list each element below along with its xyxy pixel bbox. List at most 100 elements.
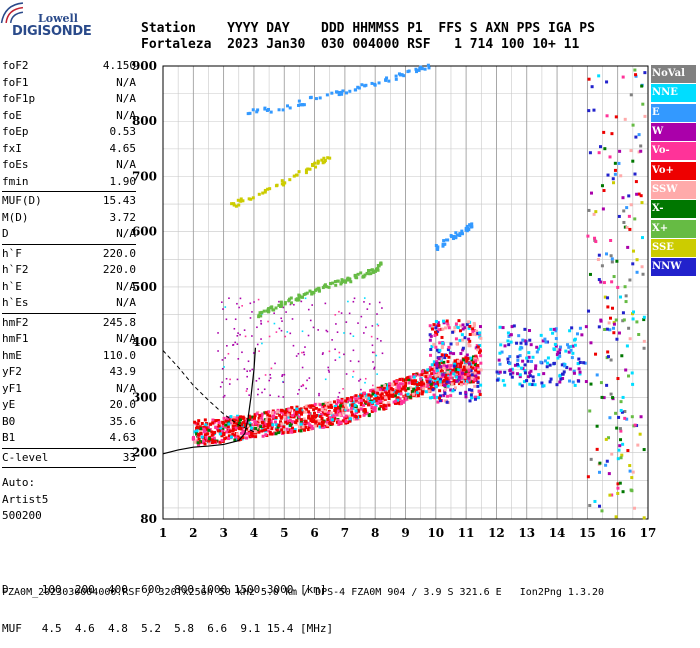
echo-point	[375, 395, 379, 399]
echo-point	[605, 80, 609, 84]
echo-point	[619, 456, 623, 460]
echo-point	[385, 387, 389, 391]
spread-point	[227, 352, 230, 355]
echo-point	[640, 201, 644, 205]
spread-point	[328, 371, 330, 373]
echo-point	[439, 327, 443, 331]
echo-point	[377, 401, 381, 405]
echo-point	[471, 330, 475, 334]
param-row: foF1 N/A	[2, 75, 136, 92]
echo-point	[329, 403, 333, 407]
echo-point	[516, 355, 520, 359]
echo-point	[245, 436, 249, 440]
echo-point	[334, 411, 338, 415]
echo-point	[391, 388, 395, 392]
trace-point	[454, 231, 458, 235]
echo-point	[370, 409, 374, 413]
echo-point	[272, 410, 276, 414]
echo-point	[598, 504, 602, 508]
spread-point	[268, 379, 271, 382]
echo-point	[363, 401, 367, 405]
echo-point	[335, 420, 339, 424]
auto-line: Artist5	[2, 492, 49, 506]
spread-point	[268, 335, 271, 338]
echo-point	[350, 403, 354, 407]
echo-point	[463, 375, 467, 379]
trace-point	[333, 280, 337, 284]
spread-point	[326, 330, 329, 333]
echo-point	[539, 333, 543, 337]
echo-point	[343, 403, 347, 407]
spread-point	[280, 317, 283, 320]
echo-point	[534, 367, 538, 371]
param-value: N/A	[116, 158, 136, 171]
echo-point	[527, 351, 531, 355]
param-row: hmF2 245.8	[2, 315, 136, 332]
echo-point	[565, 365, 569, 369]
echo-point	[391, 394, 395, 398]
echo-point	[227, 437, 231, 441]
echo-point	[354, 394, 358, 398]
echo-point	[332, 400, 336, 404]
echo-point	[471, 376, 475, 380]
x-tick-label: 14	[549, 526, 566, 540]
echo-point	[239, 437, 243, 441]
echo-point	[363, 412, 367, 416]
trace-point	[304, 171, 308, 175]
spread-point	[366, 308, 369, 310]
echo-point	[473, 371, 477, 375]
echo-point	[459, 352, 463, 356]
echo-point	[642, 448, 646, 452]
echo-point	[227, 422, 231, 426]
echo-point	[475, 395, 479, 399]
echo-point	[206, 432, 210, 436]
param-value: 0.53	[109, 125, 137, 138]
trace-point	[260, 310, 264, 314]
trace-point	[353, 88, 357, 92]
spread-point	[352, 370, 355, 373]
echo-point	[461, 381, 465, 385]
echo-point	[317, 408, 321, 412]
trace-point	[279, 301, 283, 305]
echo-point	[264, 428, 268, 432]
echo-point	[222, 421, 226, 425]
echo-point	[462, 358, 466, 362]
echo-point	[610, 257, 614, 261]
echo-point	[610, 493, 614, 497]
echo-point	[204, 438, 208, 442]
echo-point	[617, 415, 621, 419]
echo-point	[344, 408, 348, 412]
echo-point	[280, 408, 284, 412]
echo-point	[400, 399, 404, 403]
spread-point	[365, 326, 367, 329]
legend-item: X-	[651, 200, 696, 219]
echo-point	[415, 383, 419, 387]
echo-point	[528, 382, 532, 386]
echo-point	[380, 396, 384, 400]
spread-point	[343, 332, 345, 334]
trace-point	[365, 271, 369, 275]
echo-point	[205, 427, 209, 431]
echo-point	[453, 359, 457, 363]
echo-point	[635, 270, 639, 274]
legend-item: SSW	[651, 181, 696, 200]
echo-point	[626, 245, 630, 249]
spread-point	[383, 389, 386, 392]
echo-point	[594, 352, 598, 356]
echo-point	[473, 395, 477, 399]
echo-point	[396, 389, 400, 393]
echo-point	[309, 404, 313, 408]
distance-row: D 100 200 400 600 800 1000 1500 3000 [km…	[2, 583, 327, 596]
trace-point	[452, 234, 456, 238]
echo-point	[283, 411, 287, 415]
echo-point	[389, 394, 393, 398]
echo-point	[559, 377, 563, 381]
echo-point	[506, 331, 510, 335]
echo-point	[321, 402, 325, 406]
echo-point	[396, 385, 400, 389]
echo-point	[426, 381, 430, 385]
echo-point	[314, 406, 318, 410]
echo-point	[453, 386, 457, 390]
spread-point	[360, 315, 363, 318]
echo-point	[472, 355, 476, 359]
